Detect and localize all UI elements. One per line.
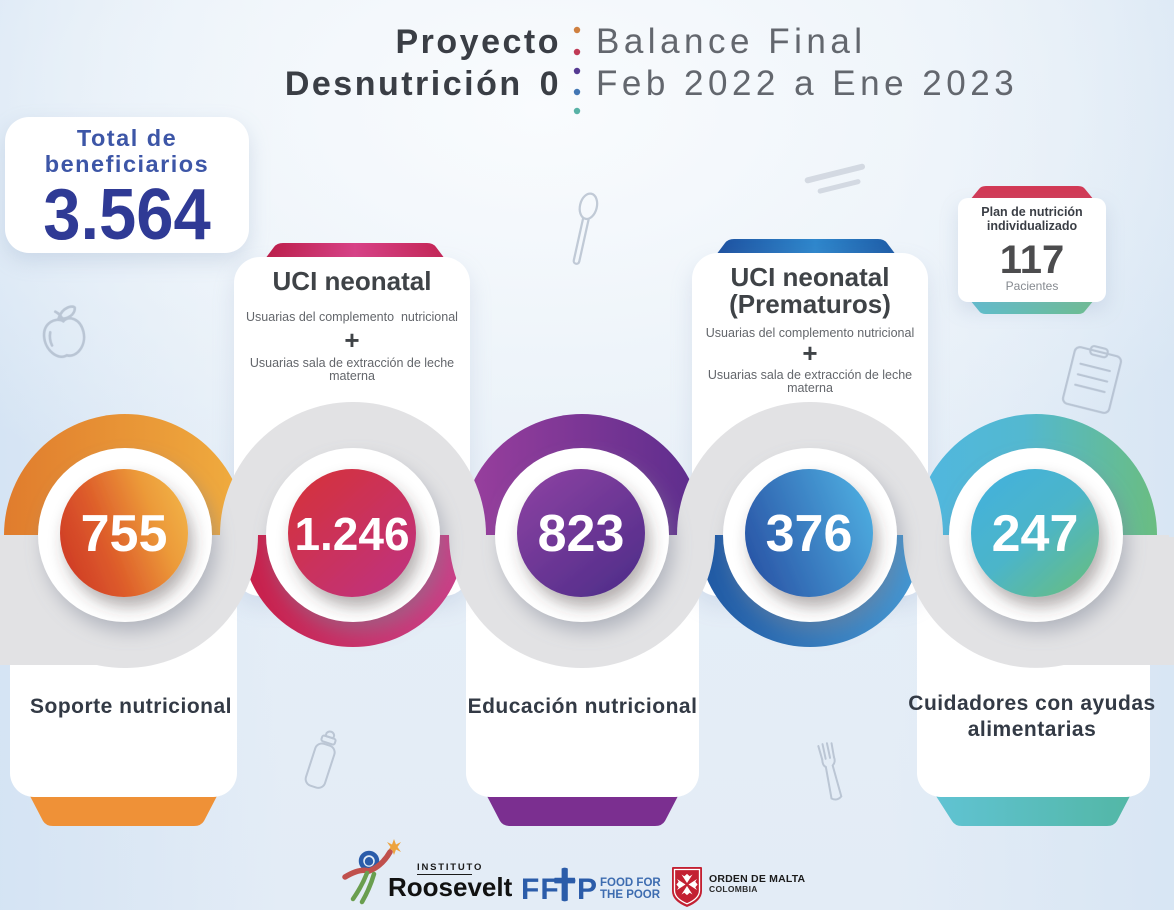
svg-text:ORDEN DE MALTA: ORDEN DE MALTA — [709, 873, 806, 885]
svg-text:247: 247 — [992, 505, 1079, 563]
svg-text:1.246: 1.246 — [294, 508, 409, 560]
svg-text:376: 376 — [766, 505, 853, 563]
svg-text:COLOMBIA: COLOMBIA — [709, 884, 758, 894]
svg-text:P: P — [577, 873, 597, 906]
svg-text:INSTITUTO: INSTITUTO — [417, 862, 483, 873]
svg-text:FF: FF — [521, 873, 560, 906]
svg-text:823: 823 — [538, 505, 625, 563]
svg-text:FOOD FOR: FOOD FOR — [600, 877, 661, 889]
svg-text:THE POOR: THE POOR — [600, 889, 661, 901]
svg-text:755: 755 — [81, 505, 168, 563]
svg-text:Roosevelt: Roosevelt — [388, 872, 513, 902]
